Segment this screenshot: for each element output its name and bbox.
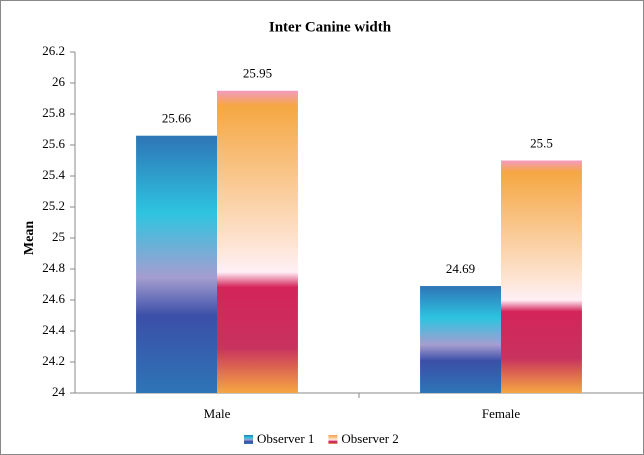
y-axis-label: Mean <box>22 221 37 255</box>
x-tick-label: Male <box>204 406 231 421</box>
bar <box>420 286 501 393</box>
x-tick-label: Female <box>482 406 520 421</box>
legend-swatch <box>328 435 338 444</box>
y-tick-label: 24.6 <box>42 291 65 306</box>
y-tick-label: 24 <box>52 384 66 399</box>
bar <box>501 160 582 393</box>
y-tick-label: 26 <box>52 74 66 89</box>
chart-title: Inter Canine width <box>269 19 392 35</box>
y-tick-label: 25.8 <box>42 105 65 120</box>
y-tick-label: 25 <box>52 229 65 244</box>
y-tick-label: 24.4 <box>42 322 65 337</box>
bar <box>217 90 298 393</box>
y-tick-label: 25.2 <box>42 198 65 213</box>
data-label: 25.5 <box>530 135 553 150</box>
y-tick-label: 25.6 <box>42 136 65 151</box>
data-label: 24.69 <box>446 261 475 276</box>
y-tick-label: 24.8 <box>42 260 65 275</box>
legend-label: Observer 1 <box>257 431 314 446</box>
y-tick-label: 24.2 <box>42 353 65 368</box>
y-tick-label: 26.2 <box>42 43 65 58</box>
data-label: 25.66 <box>162 111 192 126</box>
legend-swatch <box>244 435 253 444</box>
bar <box>136 135 217 393</box>
y-tick-label: 25.4 <box>42 167 65 182</box>
legend-label: Observer 2 <box>341 431 398 446</box>
data-label: 25.95 <box>243 66 272 81</box>
